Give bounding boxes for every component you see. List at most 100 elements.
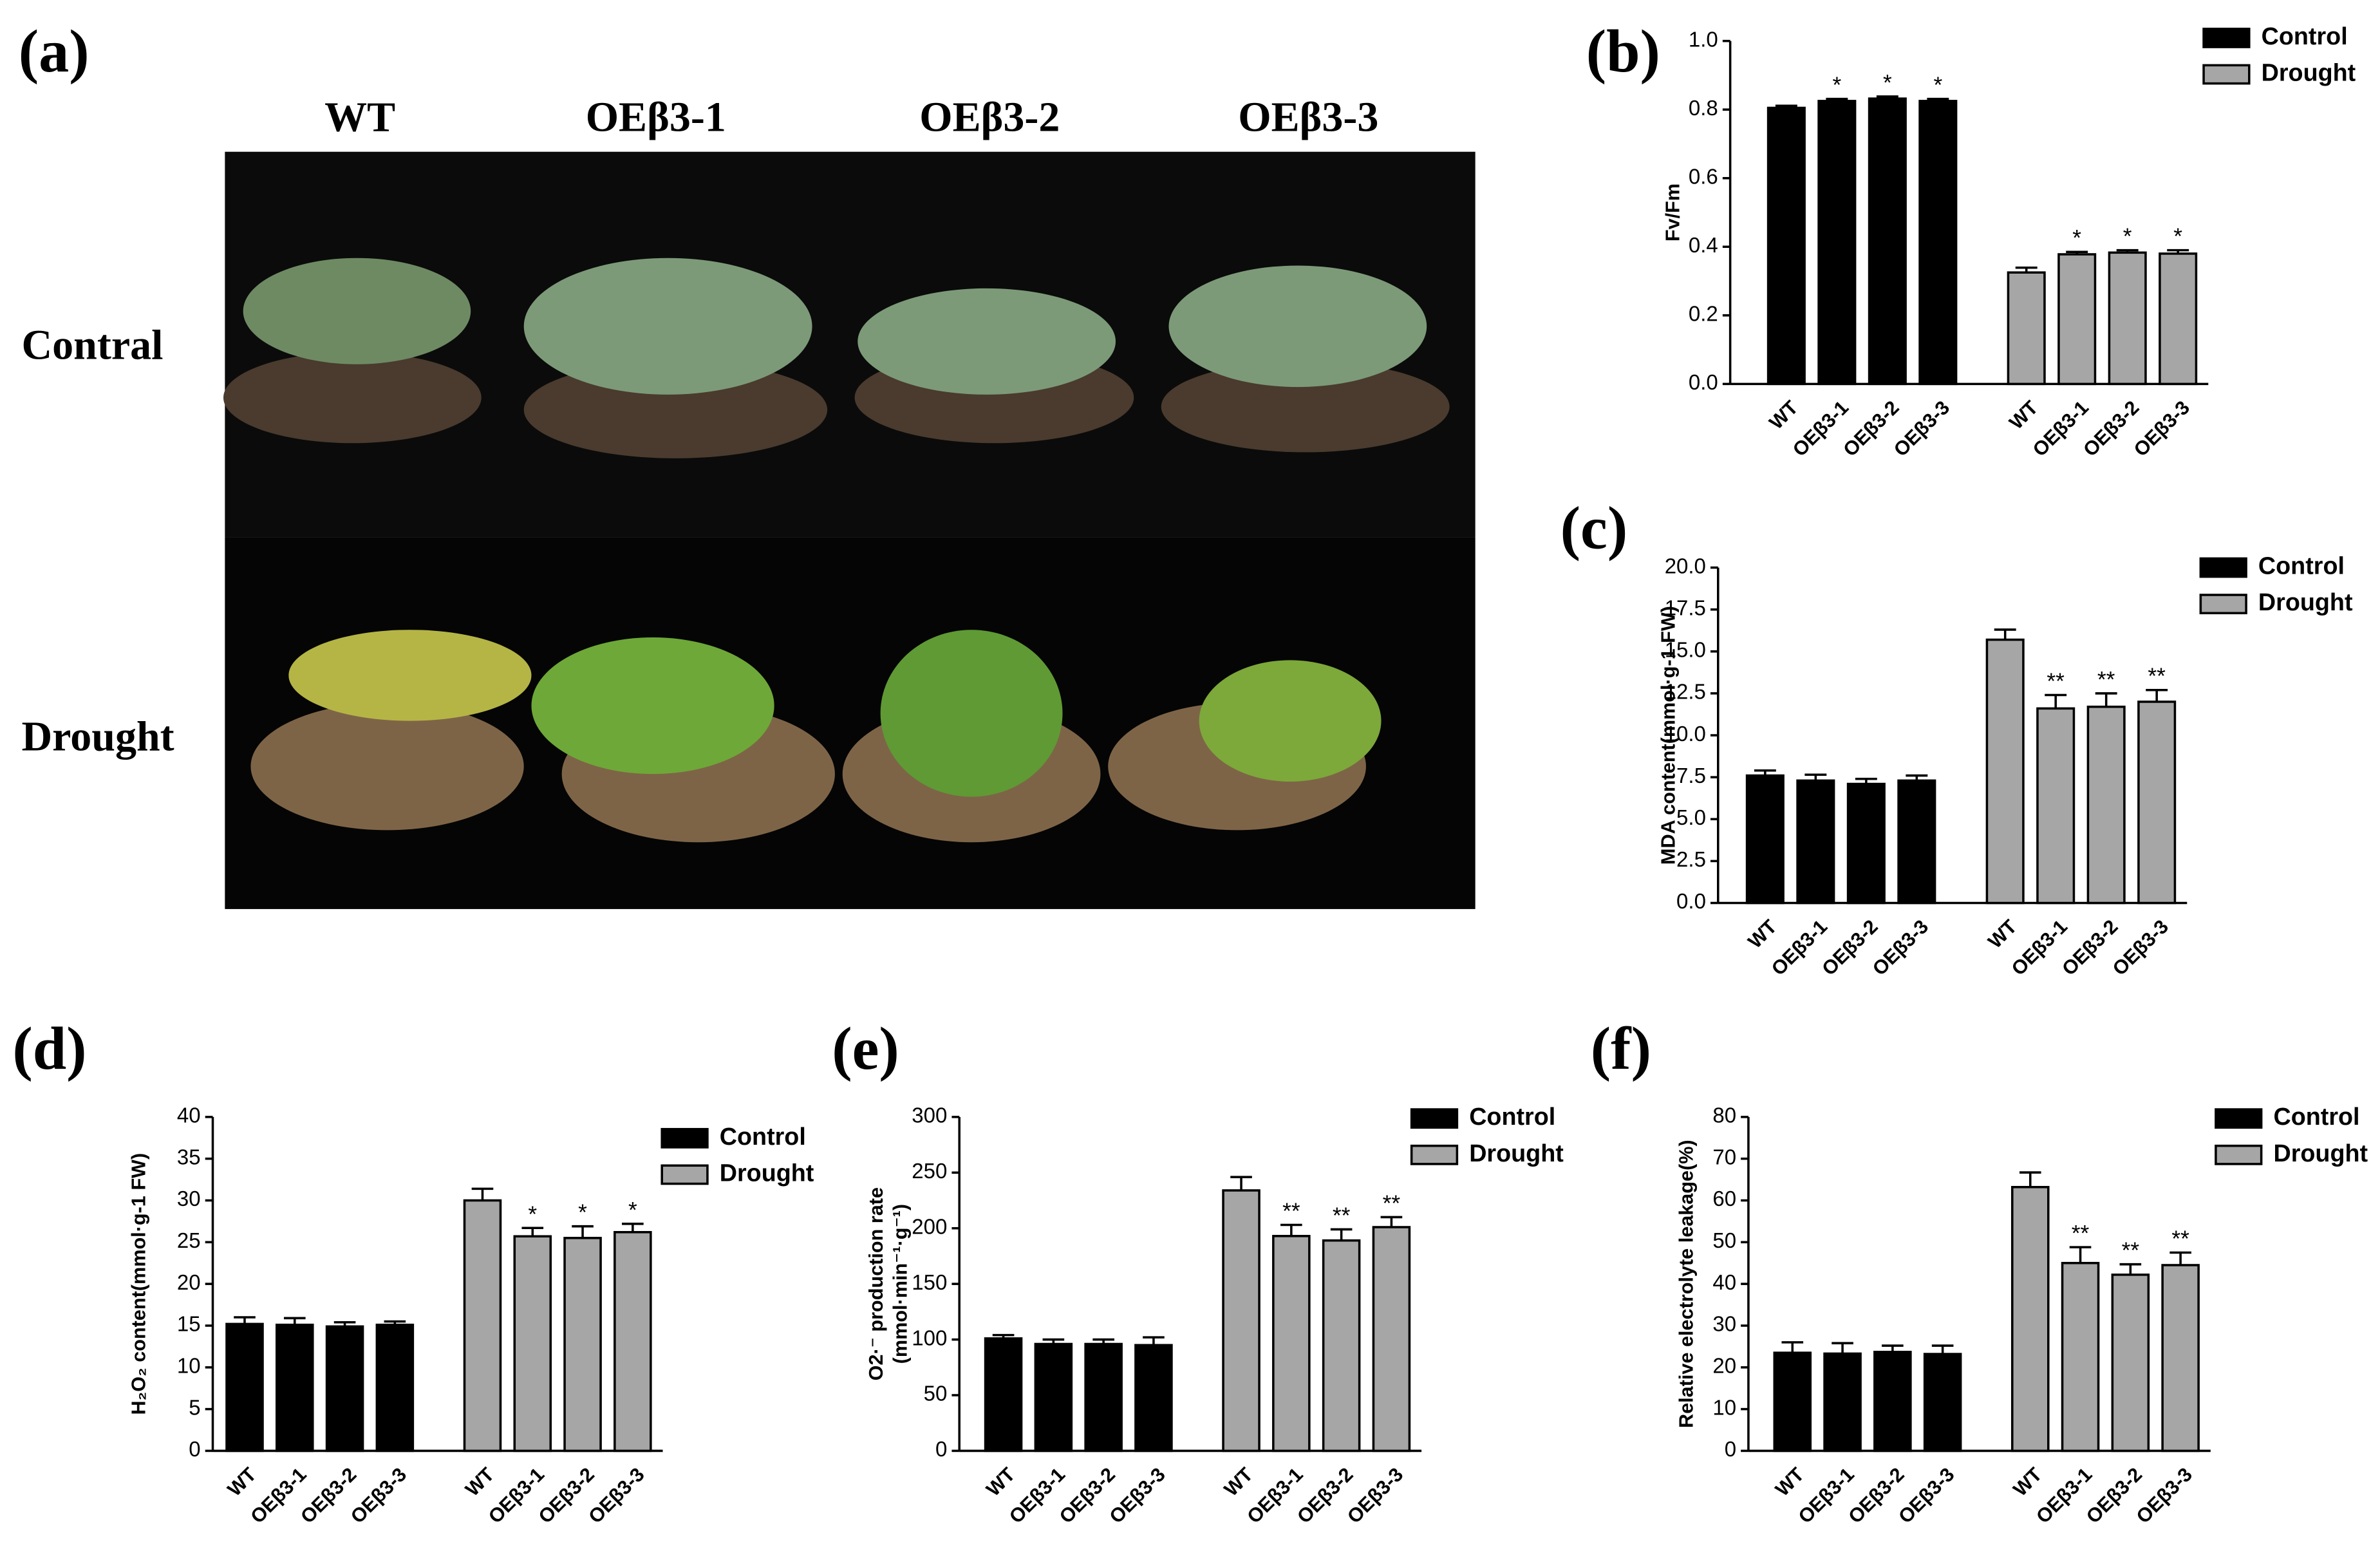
significance-label: ** bbox=[2097, 667, 2115, 692]
bar bbox=[1766, 106, 1806, 386]
legend-label: Drought bbox=[2258, 588, 2353, 616]
x-tick-label: WT bbox=[1744, 916, 1781, 953]
significance-label: * bbox=[1883, 70, 1892, 95]
x-tick-label: WT bbox=[1984, 916, 2021, 953]
y-tick-label: 15 bbox=[177, 1312, 201, 1336]
significance-label: ** bbox=[2122, 1238, 2140, 1263]
x-tick-label: WT bbox=[1765, 397, 1803, 434]
x-tick-label: OEβ3-1 bbox=[2029, 397, 2093, 461]
y-tick-label: 80 bbox=[1712, 1104, 1736, 1127]
y-tick-label: 7.5 bbox=[1676, 764, 1706, 787]
y-axis-label: Relative electrolyte leakage(%) bbox=[1676, 1140, 1698, 1428]
legend-swatch bbox=[661, 1127, 709, 1149]
significance-label: ** bbox=[2148, 664, 2166, 689]
y-tick-label: 0.0 bbox=[1689, 370, 1718, 394]
bar bbox=[1918, 100, 1958, 386]
bar bbox=[1134, 1344, 1173, 1452]
column-label: OEβ3-2 bbox=[919, 94, 1060, 141]
y-tick-label: 30 bbox=[177, 1187, 201, 1210]
significance-label: * bbox=[1832, 73, 1841, 98]
x-tick-label: OEβ3-2 bbox=[1293, 1463, 1358, 1528]
legend-label: Drought bbox=[720, 1159, 814, 1186]
x-tick-label: OEβ3-3 bbox=[2132, 1463, 2197, 1528]
y-tick-label: 0.2 bbox=[1689, 302, 1718, 326]
y-tick-label: 300 bbox=[912, 1104, 947, 1127]
panel-label: (b) bbox=[1586, 18, 1660, 85]
y-tick-label: 10.0 bbox=[1665, 722, 1706, 746]
significance-label: * bbox=[2173, 224, 2182, 249]
x-tick-label: OEβ3-1 bbox=[247, 1463, 311, 1528]
y-tick-label: 17.5 bbox=[1665, 596, 1706, 619]
y-tick-label: 40 bbox=[1712, 1270, 1736, 1294]
y-tick-label: 0.8 bbox=[1689, 96, 1718, 120]
bar bbox=[325, 1325, 364, 1452]
x-tick-label: OEβ3-1 bbox=[1243, 1463, 1307, 1528]
x-tick-label: WT bbox=[1220, 1463, 1257, 1501]
photo bbox=[223, 151, 1476, 909]
y-axis-label: MDA content(mmol·g-1 FW) bbox=[1657, 606, 1679, 865]
significance-label: ** bbox=[2171, 1227, 2189, 1252]
x-tick-label: OEβ3-3 bbox=[1889, 397, 1954, 461]
x-tick-label: OEβ3-2 bbox=[1844, 1463, 1909, 1528]
x-tick-label: WT bbox=[223, 1463, 261, 1501]
y-tick-label: 5 bbox=[189, 1395, 200, 1419]
bar bbox=[1817, 100, 1857, 386]
x-tick-label: WT bbox=[462, 1463, 499, 1501]
significance-label: ** bbox=[1383, 1191, 1401, 1216]
bar bbox=[2036, 707, 2075, 905]
x-tick-label: WT bbox=[2009, 1463, 2047, 1501]
y-tick-label: 5.0 bbox=[1676, 805, 1706, 829]
x-tick-label: OEβ3-2 bbox=[2058, 916, 2122, 980]
y-axis-label: H₂O₂ content(mmol·g-1 FW) bbox=[127, 1153, 149, 1415]
y-tick-label: 0 bbox=[935, 1437, 947, 1461]
bar bbox=[2159, 252, 2198, 386]
y-tick-label: 60 bbox=[1712, 1187, 1736, 1210]
bar bbox=[463, 1199, 502, 1452]
x-tick-label: OEβ3-3 bbox=[2108, 916, 2173, 980]
y-tick-label: 15.0 bbox=[1665, 638, 1706, 662]
significance-label: ** bbox=[2047, 669, 2065, 694]
y-tick-label: 10 bbox=[1712, 1395, 1736, 1419]
significance-label: * bbox=[2072, 226, 2081, 251]
y-tick-label: 0.6 bbox=[1689, 164, 1718, 188]
x-tick-label: OEβ3-1 bbox=[2007, 916, 2072, 980]
y-tick-label: 150 bbox=[912, 1270, 947, 1294]
bar bbox=[1897, 779, 1936, 905]
legend-label: Drought bbox=[1469, 1140, 1564, 1167]
x-tick-label: OEβ3-3 bbox=[1105, 1463, 1170, 1528]
significance-label: * bbox=[2123, 224, 2132, 249]
legend-swatch bbox=[2202, 64, 2251, 85]
x-tick-label: OEβ3-3 bbox=[1868, 916, 1933, 980]
y-tick-label: 50 bbox=[1712, 1228, 1736, 1252]
bar bbox=[984, 1337, 1023, 1452]
legend-swatch bbox=[2199, 594, 2247, 615]
bar bbox=[2111, 1274, 2150, 1452]
y-tick-label: 20 bbox=[1712, 1354, 1736, 1378]
bar bbox=[1873, 1351, 1912, 1452]
legend-swatch bbox=[2215, 1108, 2263, 1129]
x-tick-label: OEβ3-1 bbox=[1788, 397, 1853, 461]
x-tick-label: OEβ3-1 bbox=[1767, 916, 1832, 980]
legend-label: Drought bbox=[2262, 59, 2356, 86]
x-tick-label: OEβ3-1 bbox=[1005, 1463, 1069, 1528]
x-tick-label: OEβ3-3 bbox=[1343, 1463, 1407, 1528]
bar bbox=[1084, 1342, 1123, 1452]
bar bbox=[563, 1237, 602, 1452]
bar bbox=[2057, 253, 2097, 386]
significance-label: ** bbox=[2072, 1221, 2090, 1246]
bar bbox=[2061, 1261, 2100, 1452]
y-tick-label: 0.0 bbox=[1676, 889, 1706, 913]
x-tick-label: WT bbox=[982, 1463, 1020, 1501]
panel-label: (a) bbox=[19, 18, 89, 85]
bar bbox=[1868, 97, 1907, 386]
y-tick-label: 40 bbox=[177, 1104, 201, 1127]
y-tick-label: 70 bbox=[1712, 1145, 1736, 1169]
x-tick-label: WT bbox=[2005, 397, 2043, 434]
bar bbox=[614, 1230, 652, 1452]
y-tick-label: 100 bbox=[912, 1326, 947, 1349]
y-tick-label: 0 bbox=[1725, 1437, 1736, 1461]
bar bbox=[225, 1322, 264, 1452]
row-label: Contral bbox=[21, 321, 163, 368]
legend-swatch bbox=[1410, 1108, 1459, 1129]
row-label: Drought bbox=[21, 713, 174, 760]
